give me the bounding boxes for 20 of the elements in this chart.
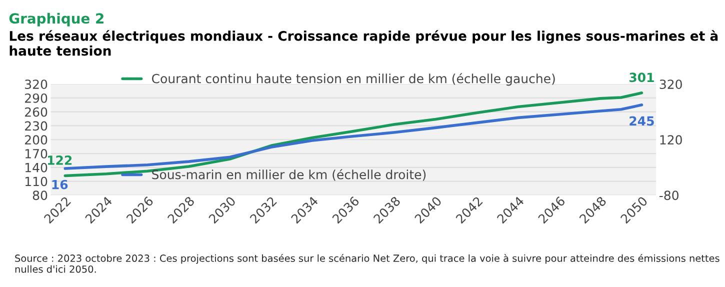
legend-label: Sous-marin en millier de km (échelle droite) xyxy=(152,169,426,181)
chart-subtitle: Les réseaux électriques mondiaux - Croissance rapide prévue pour les lignes sous-marines et à haute tension xyxy=(10,30,718,56)
y-tick-label: 290 xyxy=(25,93,48,103)
y2-tick-label: -80 xyxy=(660,190,678,200)
chart-title: Graphique 2 xyxy=(9,12,104,26)
data-label: 16 xyxy=(52,180,68,190)
y-tick-label: 230 xyxy=(25,121,48,131)
y-tick-label: 170 xyxy=(25,148,48,158)
source-note: Source : 2023 octobre 2023 : Ces projections sont basées sur le scénario Net Zero, qui trace la voie à suivre pour atteindre des émissions nettes nulles d'ici 2050. xyxy=(15,254,720,273)
y-tick-label: 260 xyxy=(25,107,48,117)
data-label: 245 xyxy=(630,116,654,126)
data-label: 301 xyxy=(630,72,654,82)
y-tick-label: 140 xyxy=(25,162,48,172)
y2-tick-label: 120 xyxy=(660,135,682,145)
y-tick-label: 200 xyxy=(25,135,48,145)
data-label: 122 xyxy=(48,156,72,165)
y2-tick-label: 320 xyxy=(660,80,682,90)
legend-label: Courant continu haute tension en millier de km (échelle gauche) xyxy=(152,73,555,86)
y-tick-label: 320 xyxy=(25,80,48,90)
y-tick-label: 110 xyxy=(25,176,48,186)
